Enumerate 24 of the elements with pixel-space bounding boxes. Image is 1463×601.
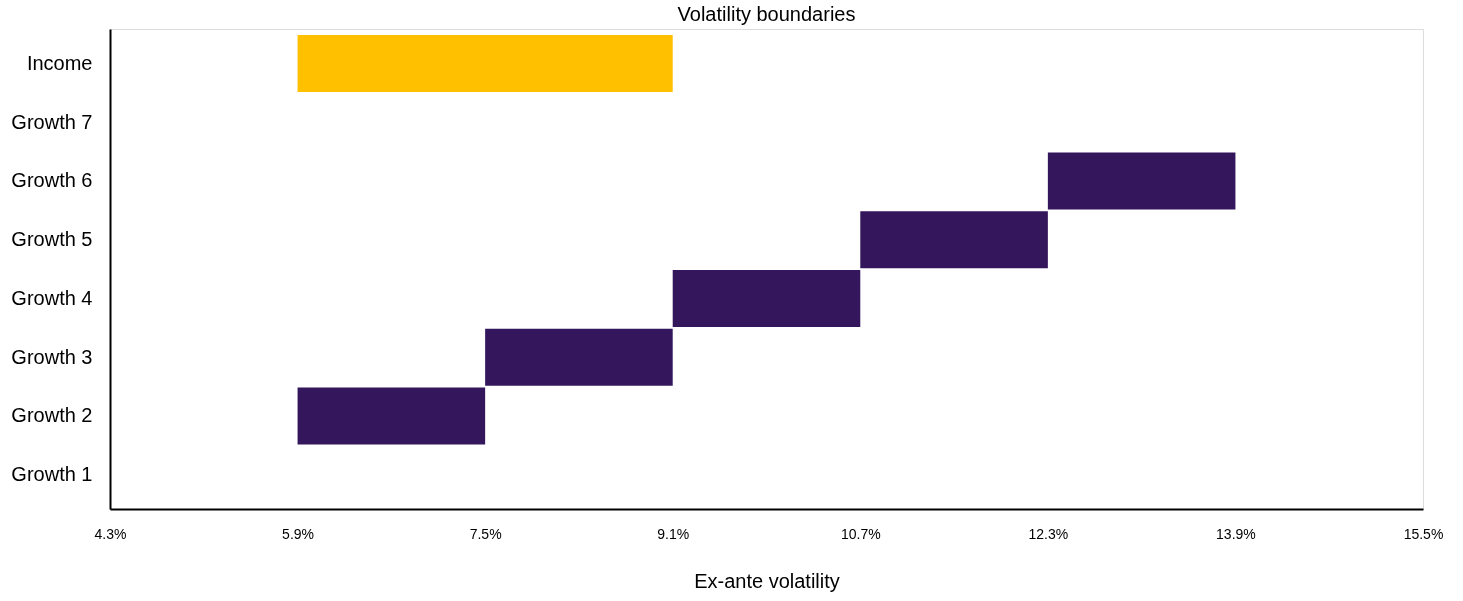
chart-title: Volatility boundaries bbox=[677, 3, 856, 25]
y-tick-label: Growth 1 bbox=[11, 463, 93, 486]
x-tick-label: 5.9% bbox=[282, 525, 315, 542]
bar bbox=[297, 387, 486, 445]
x-axis-title: Ex-ante volatility bbox=[694, 569, 840, 592]
x-tick-label: 7.5% bbox=[469, 525, 502, 542]
y-tick-label: Growth 5 bbox=[11, 228, 93, 251]
y-tick-label: Income bbox=[26, 51, 93, 74]
bar bbox=[485, 328, 673, 386]
bar bbox=[860, 211, 1048, 269]
x-tick-label: 12.3% bbox=[1028, 525, 1069, 542]
y-tick-label: Growth 6 bbox=[11, 169, 93, 192]
y-tick-label: Growth 7 bbox=[11, 110, 93, 133]
bar bbox=[1047, 152, 1236, 210]
y-tick-label: Growth 2 bbox=[11, 404, 93, 427]
x-tick-label: 9.1% bbox=[657, 525, 690, 542]
x-tick-label: 4.3% bbox=[94, 525, 127, 542]
x-tick-label: 13.9% bbox=[1216, 525, 1256, 542]
x-tick-label: 10.7% bbox=[840, 525, 881, 542]
bar bbox=[672, 269, 861, 327]
bar bbox=[297, 34, 673, 92]
y-tick-label: Growth 4 bbox=[11, 286, 93, 309]
x-tick-label: 15.5% bbox=[1403, 525, 1444, 542]
y-tick-label: Growth 3 bbox=[11, 345, 93, 368]
